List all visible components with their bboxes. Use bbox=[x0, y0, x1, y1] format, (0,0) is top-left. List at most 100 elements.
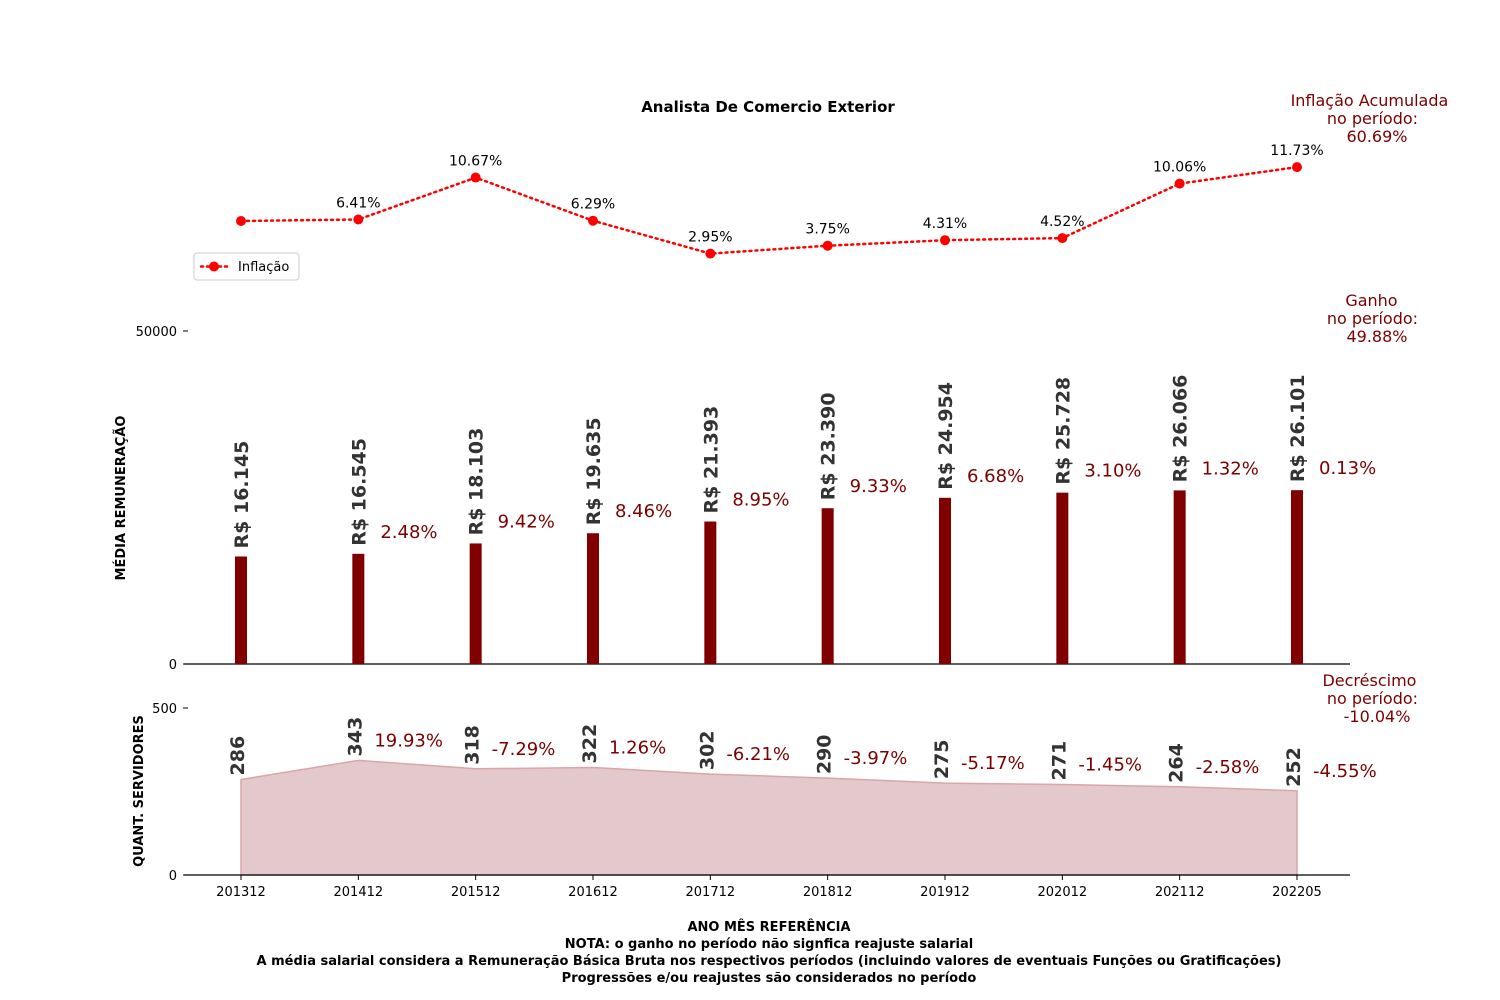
servers-changes: 19.93% -7.29% 1.26% -6.21% -3.97% -5.17% -1.45… bbox=[374, 730, 1376, 781]
inflation-point bbox=[822, 240, 833, 251]
salary-change-label: 3.10% bbox=[1084, 461, 1141, 482]
servers-summary-line-1: Decréscimo bbox=[1322, 671, 1416, 690]
salary-change-label: 6.68% bbox=[967, 466, 1024, 487]
salary-value-label: R$ 16.545 bbox=[348, 438, 370, 546]
servers-summary-line-3: -10.04% bbox=[1344, 707, 1411, 726]
servers-change-label: -4.55% bbox=[1313, 761, 1377, 782]
servers-change-label: 1.26% bbox=[609, 737, 666, 758]
salary-changes: 2.48% 9.42% 8.46% 8.95% 9.33% 6.68% 3.10% 1.32%… bbox=[380, 458, 1376, 543]
salary-bar bbox=[587, 533, 599, 664]
legend-marker bbox=[209, 261, 219, 272]
servers-change-label: -6.21% bbox=[726, 744, 790, 765]
servers-change-label: -5.17% bbox=[961, 753, 1025, 774]
salary-change-label: 8.46% bbox=[615, 501, 672, 522]
salary-bar bbox=[821, 508, 834, 664]
x-tick-label: 202205 bbox=[1272, 885, 1322, 900]
inflation-summary-line-1: Inflação Acumulada bbox=[1291, 91, 1449, 110]
salary-value-label: R$ 25.728 bbox=[1052, 377, 1074, 485]
inflation-panel: 6.41% 10.67% 6.29% 2.95% 3.75% 4.31% 4.52% 10.0… bbox=[193, 91, 1449, 281]
servers-change-label: 19.93% bbox=[374, 730, 443, 751]
inflation-value-label: 6.29% bbox=[571, 197, 615, 213]
x-tick-label: 201312 bbox=[216, 885, 266, 900]
servers-value-label: 318 bbox=[462, 725, 484, 765]
salary-ylabel: MÉDIA REMUNERAÇÃO bbox=[113, 416, 129, 581]
salary-panel: MÉDIA REMUNERAÇÃO 50000 0 R$ 16.145 R$ 16… bbox=[113, 291, 1423, 673]
salary-value-label: R$ 21.393 bbox=[700, 406, 722, 514]
salary-value-label: R$ 18.103 bbox=[466, 428, 488, 536]
x-tick-label: 201612 bbox=[568, 885, 618, 900]
servers-value-label: 290 bbox=[814, 734, 836, 774]
salary-summary-line-1: Ganho bbox=[1345, 291, 1397, 310]
x-tick-label: 201412 bbox=[334, 885, 384, 900]
salary-bar bbox=[1291, 490, 1303, 664]
servers-value-label: 271 bbox=[1048, 741, 1070, 781]
inflation-legend: Inflação bbox=[193, 252, 300, 281]
servers-value-label: 302 bbox=[696, 730, 718, 770]
servers-tick-label-zero: 0 bbox=[169, 869, 177, 884]
inflation-labels: 6.41% 10.67% 6.29% 2.95% 3.75% 4.31% 4.52% 10.0… bbox=[336, 143, 1324, 245]
salary-bar bbox=[352, 553, 365, 664]
salary-bar bbox=[235, 556, 247, 664]
x-tick-label: 201912 bbox=[920, 885, 970, 900]
inflation-value-label: 10.67% bbox=[449, 154, 502, 170]
salary-value-label: R$ 26.066 bbox=[1170, 375, 1192, 483]
inflation-points bbox=[236, 162, 1302, 259]
salary-value-label: R$ 24.954 bbox=[935, 382, 957, 490]
servers-change-label: -1.45% bbox=[1078, 754, 1142, 775]
footer-notes: ANO MÊS REFERÊNCIA NOTA: o ganho no perí… bbox=[257, 919, 1282, 986]
inflation-value-label: 11.73% bbox=[1270, 143, 1323, 159]
legend-label: Inflação bbox=[238, 260, 289, 275]
inflation-point bbox=[236, 216, 246, 226]
salary-change-label: 2.48% bbox=[380, 522, 437, 543]
servers-tick-label-top: 500 bbox=[152, 702, 177, 717]
salary-change-label: 8.95% bbox=[732, 490, 789, 511]
inflation-value-label: 4.31% bbox=[923, 216, 967, 232]
servers-ylabel: QUANT. SERVIDORES bbox=[132, 715, 147, 867]
x-tick-label: 201812 bbox=[803, 885, 853, 900]
x-tick-label: 202012 bbox=[1038, 885, 1088, 900]
servers-value-label: 343 bbox=[344, 717, 366, 757]
salary-change-label: 9.42% bbox=[498, 511, 555, 532]
inflation-point bbox=[705, 248, 716, 259]
inflation-point bbox=[1292, 162, 1302, 173]
inflation-point bbox=[470, 172, 481, 183]
inflation-line bbox=[239, 165, 1299, 255]
inflation-point bbox=[353, 214, 364, 225]
inflation-value-label: 6.41% bbox=[336, 196, 380, 212]
x-tick-label: 201712 bbox=[686, 885, 736, 900]
servers-value-label: 264 bbox=[1166, 743, 1188, 783]
chart-title: Analista De Comercio Exterior bbox=[641, 98, 895, 116]
salary-change-label: 9.33% bbox=[850, 476, 907, 497]
salary-bars bbox=[235, 490, 1303, 664]
inflation-value-label: 2.95% bbox=[688, 230, 732, 246]
servers-change-label: -2.58% bbox=[1196, 757, 1260, 778]
salary-value-label: R$ 26.101 bbox=[1287, 374, 1309, 482]
inflation-summary-line-2: no período: bbox=[1327, 109, 1418, 128]
servers-summary-line-2: no período: bbox=[1327, 689, 1418, 708]
salary-bar bbox=[1056, 492, 1069, 664]
servers-labels: 286 343 318 322 302 290 275 271 264 252 bbox=[227, 717, 1305, 787]
servers-value-label: 252 bbox=[1283, 747, 1305, 787]
servers-area bbox=[240, 759, 1298, 876]
servers-change-label: -3.97% bbox=[844, 748, 908, 769]
inflation-point bbox=[1174, 178, 1185, 189]
salary-change-label: 1.32% bbox=[1202, 458, 1259, 479]
x-tick-label: 202112 bbox=[1155, 885, 1205, 900]
salary-change-label: 0.13% bbox=[1319, 458, 1376, 479]
salary-tick-label-top: 50000 bbox=[136, 325, 177, 340]
salary-tick-label-zero: 0 bbox=[169, 658, 177, 673]
salary-bar bbox=[1173, 490, 1186, 664]
salary-bar bbox=[939, 497, 951, 664]
inflation-summary-line-3: 60.69% bbox=[1346, 127, 1407, 146]
inflation-value-label: 3.75% bbox=[805, 222, 849, 238]
salary-labels: R$ 16.145 R$ 16.545 R$ 18.103 R$ 19.635 R$ 2… bbox=[231, 374, 1309, 548]
servers-value-label: 275 bbox=[931, 739, 953, 779]
x-axis-label: ANO MÊS REFERÊNCIA bbox=[687, 919, 850, 935]
salary-value-label: R$ 16.145 bbox=[231, 441, 253, 549]
x-axis-ticks: 201312 201412 201512 201612 201712 201812 2019… bbox=[216, 875, 1322, 900]
salary-summary-line-2: no período: bbox=[1327, 309, 1418, 328]
inflation-point bbox=[1057, 233, 1068, 244]
salary-summary: Ganho no período: 49.88% bbox=[1327, 291, 1423, 346]
servers-value-label: 322 bbox=[579, 724, 601, 764]
servers-value-label: 286 bbox=[227, 736, 249, 776]
